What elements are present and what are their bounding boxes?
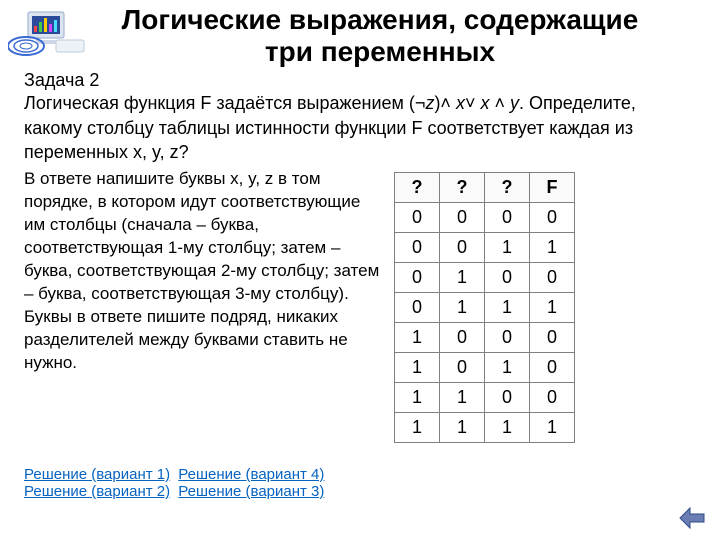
- cell: 1: [395, 323, 440, 353]
- cell: 0: [485, 203, 530, 233]
- cell: 0: [395, 293, 440, 323]
- table-header: ?: [395, 173, 440, 203]
- solution-links: Решение (вариант 1) Решение (вариант 4) …: [24, 466, 328, 500]
- cell: 1: [395, 353, 440, 383]
- cell: 0: [395, 203, 440, 233]
- task-t2: )˄: [434, 93, 456, 113]
- cell: 0: [440, 203, 485, 233]
- solution-link-2[interactable]: Решение (вариант 2): [24, 483, 170, 500]
- page-title: Логические выражения, содержащие три пер…: [0, 0, 720, 68]
- truth-table: ? ? ? F 0000 0011 0100 0111 1000 1010 11…: [394, 172, 575, 443]
- cell: 1: [440, 293, 485, 323]
- cell: 0: [530, 203, 575, 233]
- cell: 0: [395, 233, 440, 263]
- cell: 1: [485, 293, 530, 323]
- cell: 0: [395, 263, 440, 293]
- cell: 1: [530, 413, 575, 443]
- task-label: Задача 2: [24, 70, 696, 91]
- cell: 1: [530, 293, 575, 323]
- cell: 1: [530, 233, 575, 263]
- logo-image: [8, 8, 88, 56]
- solution-link-1[interactable]: Решение (вариант 1): [24, 466, 170, 483]
- cell: 0: [440, 323, 485, 353]
- var-y: y: [510, 93, 519, 113]
- cell: 0: [530, 353, 575, 383]
- table-header: ?: [485, 173, 530, 203]
- task-t4: ˄: [489, 93, 510, 113]
- table-header: F: [530, 173, 575, 203]
- cell: 1: [440, 383, 485, 413]
- cell: 0: [485, 383, 530, 413]
- table-row: 1000: [395, 323, 575, 353]
- table-row: 0011: [395, 233, 575, 263]
- cell: 1: [395, 413, 440, 443]
- solution-link-3[interactable]: Решение (вариант 3): [178, 483, 324, 500]
- cell: 0: [440, 353, 485, 383]
- cell: 1: [485, 413, 530, 443]
- cell: 1: [440, 413, 485, 443]
- var-x1: x: [456, 93, 465, 113]
- task-t3: ˅: [465, 93, 481, 113]
- cell: 0: [530, 383, 575, 413]
- table-row: 0000: [395, 203, 575, 233]
- task-t1: Логическая функция F задаётся выражением…: [24, 93, 425, 113]
- table-row: 0100: [395, 263, 575, 293]
- table-row: 1111: [395, 413, 575, 443]
- cell: 1: [485, 233, 530, 263]
- nav-back-icon[interactable]: [678, 506, 706, 530]
- cell: 0: [485, 323, 530, 353]
- cell: 1: [485, 353, 530, 383]
- cell: 0: [530, 323, 575, 353]
- cell: 0: [440, 233, 485, 263]
- answer-instructions: В ответе напишите буквы x, y, z в том по…: [24, 166, 384, 374]
- task-text: Логическая функция F задаётся выражением…: [24, 91, 696, 164]
- table-row: 1010: [395, 353, 575, 383]
- table-header-row: ? ? ? F: [395, 173, 575, 203]
- solution-link-4[interactable]: Решение (вариант 4): [178, 466, 324, 483]
- table-row: 1100: [395, 383, 575, 413]
- cell: 1: [395, 383, 440, 413]
- cell: 0: [530, 263, 575, 293]
- cell: 0: [485, 263, 530, 293]
- table-header: ?: [440, 173, 485, 203]
- table-row: 0111: [395, 293, 575, 323]
- cell: 1: [440, 263, 485, 293]
